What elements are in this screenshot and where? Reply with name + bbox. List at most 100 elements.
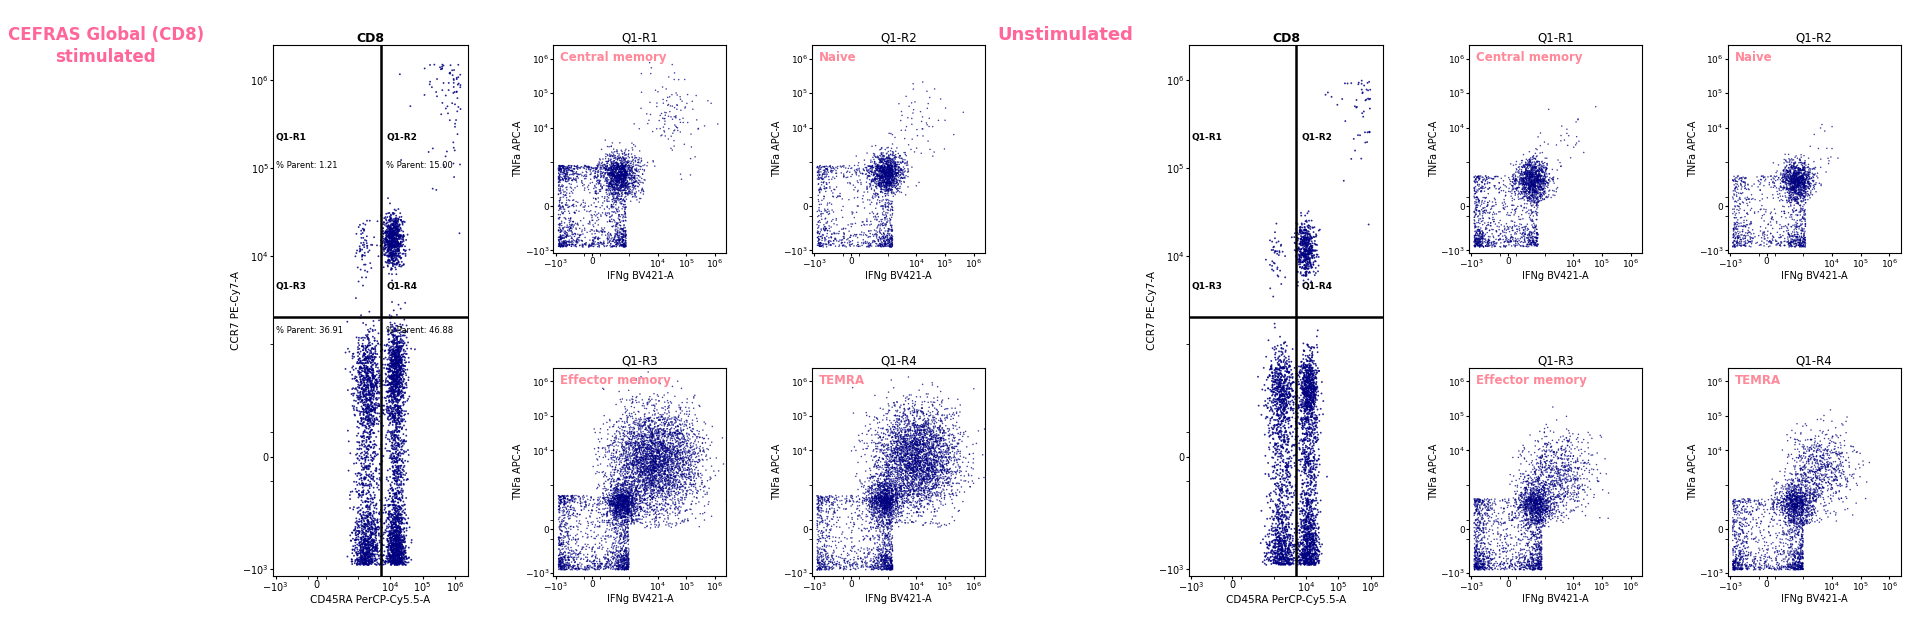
Point bbox=[1546, 511, 1576, 521]
Point bbox=[1463, 525, 1494, 535]
Point bbox=[1290, 398, 1321, 408]
Point bbox=[1260, 342, 1290, 352]
Point bbox=[1517, 494, 1548, 504]
Point bbox=[378, 209, 409, 220]
Point bbox=[1294, 548, 1325, 558]
Point bbox=[862, 178, 893, 188]
Point bbox=[1772, 492, 1803, 502]
Point bbox=[1515, 180, 1546, 191]
Point bbox=[1788, 497, 1818, 507]
Point bbox=[545, 512, 576, 522]
Point bbox=[1526, 193, 1557, 203]
Point bbox=[868, 495, 899, 506]
Point bbox=[916, 467, 947, 477]
Point bbox=[904, 493, 935, 504]
Point bbox=[806, 544, 837, 554]
Point bbox=[348, 432, 378, 442]
Point bbox=[1511, 188, 1542, 198]
Point bbox=[651, 463, 682, 474]
Point bbox=[925, 465, 956, 476]
Point bbox=[885, 472, 916, 483]
Point bbox=[684, 426, 714, 436]
Point bbox=[561, 545, 591, 555]
Point bbox=[1519, 181, 1549, 191]
Point bbox=[1789, 180, 1820, 190]
Point bbox=[1749, 558, 1780, 568]
Point bbox=[1463, 494, 1494, 504]
Point bbox=[920, 450, 950, 460]
Point bbox=[630, 499, 660, 509]
Point bbox=[1258, 467, 1288, 477]
Point bbox=[908, 434, 939, 444]
Point bbox=[344, 381, 374, 391]
Point bbox=[365, 387, 396, 397]
Point bbox=[874, 183, 904, 193]
Point bbox=[812, 162, 843, 172]
Point bbox=[369, 380, 399, 390]
Point bbox=[1801, 503, 1832, 513]
Point bbox=[605, 460, 636, 470]
Point bbox=[612, 497, 643, 507]
Point bbox=[639, 467, 670, 477]
Point bbox=[601, 170, 632, 180]
Point bbox=[868, 490, 899, 500]
Point bbox=[874, 468, 904, 478]
Point bbox=[384, 371, 415, 381]
Point bbox=[1791, 507, 1822, 517]
Point bbox=[876, 508, 906, 518]
Point bbox=[904, 428, 935, 438]
Point bbox=[603, 183, 634, 193]
Point bbox=[1296, 422, 1327, 433]
Point bbox=[1772, 167, 1803, 177]
Point bbox=[547, 208, 578, 218]
Point bbox=[883, 440, 914, 451]
Point bbox=[344, 406, 374, 417]
Point bbox=[609, 238, 639, 248]
Point bbox=[1820, 469, 1851, 479]
Point bbox=[355, 401, 386, 411]
Point bbox=[1290, 545, 1321, 555]
Point bbox=[1736, 501, 1766, 511]
Point bbox=[862, 500, 893, 510]
Point bbox=[900, 444, 931, 454]
Point bbox=[367, 531, 397, 541]
Point bbox=[380, 326, 411, 337]
Point bbox=[371, 493, 401, 503]
Point bbox=[868, 169, 899, 179]
Point bbox=[1782, 492, 1812, 502]
Point bbox=[849, 159, 879, 170]
Point bbox=[854, 232, 885, 242]
Point bbox=[593, 170, 624, 180]
Point bbox=[1503, 526, 1534, 536]
Point bbox=[601, 513, 632, 524]
Point bbox=[616, 519, 647, 529]
Point bbox=[1772, 492, 1803, 502]
Point bbox=[382, 376, 413, 386]
Point bbox=[922, 465, 952, 475]
Point bbox=[636, 426, 666, 436]
Point bbox=[342, 519, 372, 529]
Point bbox=[603, 193, 634, 204]
Point bbox=[804, 525, 835, 536]
Point bbox=[1517, 526, 1548, 536]
Point bbox=[866, 537, 897, 547]
Point bbox=[1515, 501, 1546, 511]
Point bbox=[910, 467, 941, 477]
Point bbox=[1258, 397, 1288, 408]
Point bbox=[1519, 237, 1549, 247]
Point bbox=[361, 555, 392, 565]
Point bbox=[1780, 151, 1811, 161]
Point bbox=[1782, 496, 1812, 506]
Point bbox=[803, 167, 833, 177]
Point bbox=[845, 166, 876, 177]
Point bbox=[877, 564, 908, 574]
Point bbox=[346, 518, 376, 528]
Point bbox=[348, 272, 378, 282]
Point bbox=[601, 235, 632, 245]
Point bbox=[908, 433, 939, 444]
Point bbox=[877, 486, 908, 496]
Point bbox=[555, 237, 586, 247]
Point bbox=[897, 453, 927, 463]
Point bbox=[1799, 491, 1830, 501]
Point bbox=[607, 550, 637, 561]
